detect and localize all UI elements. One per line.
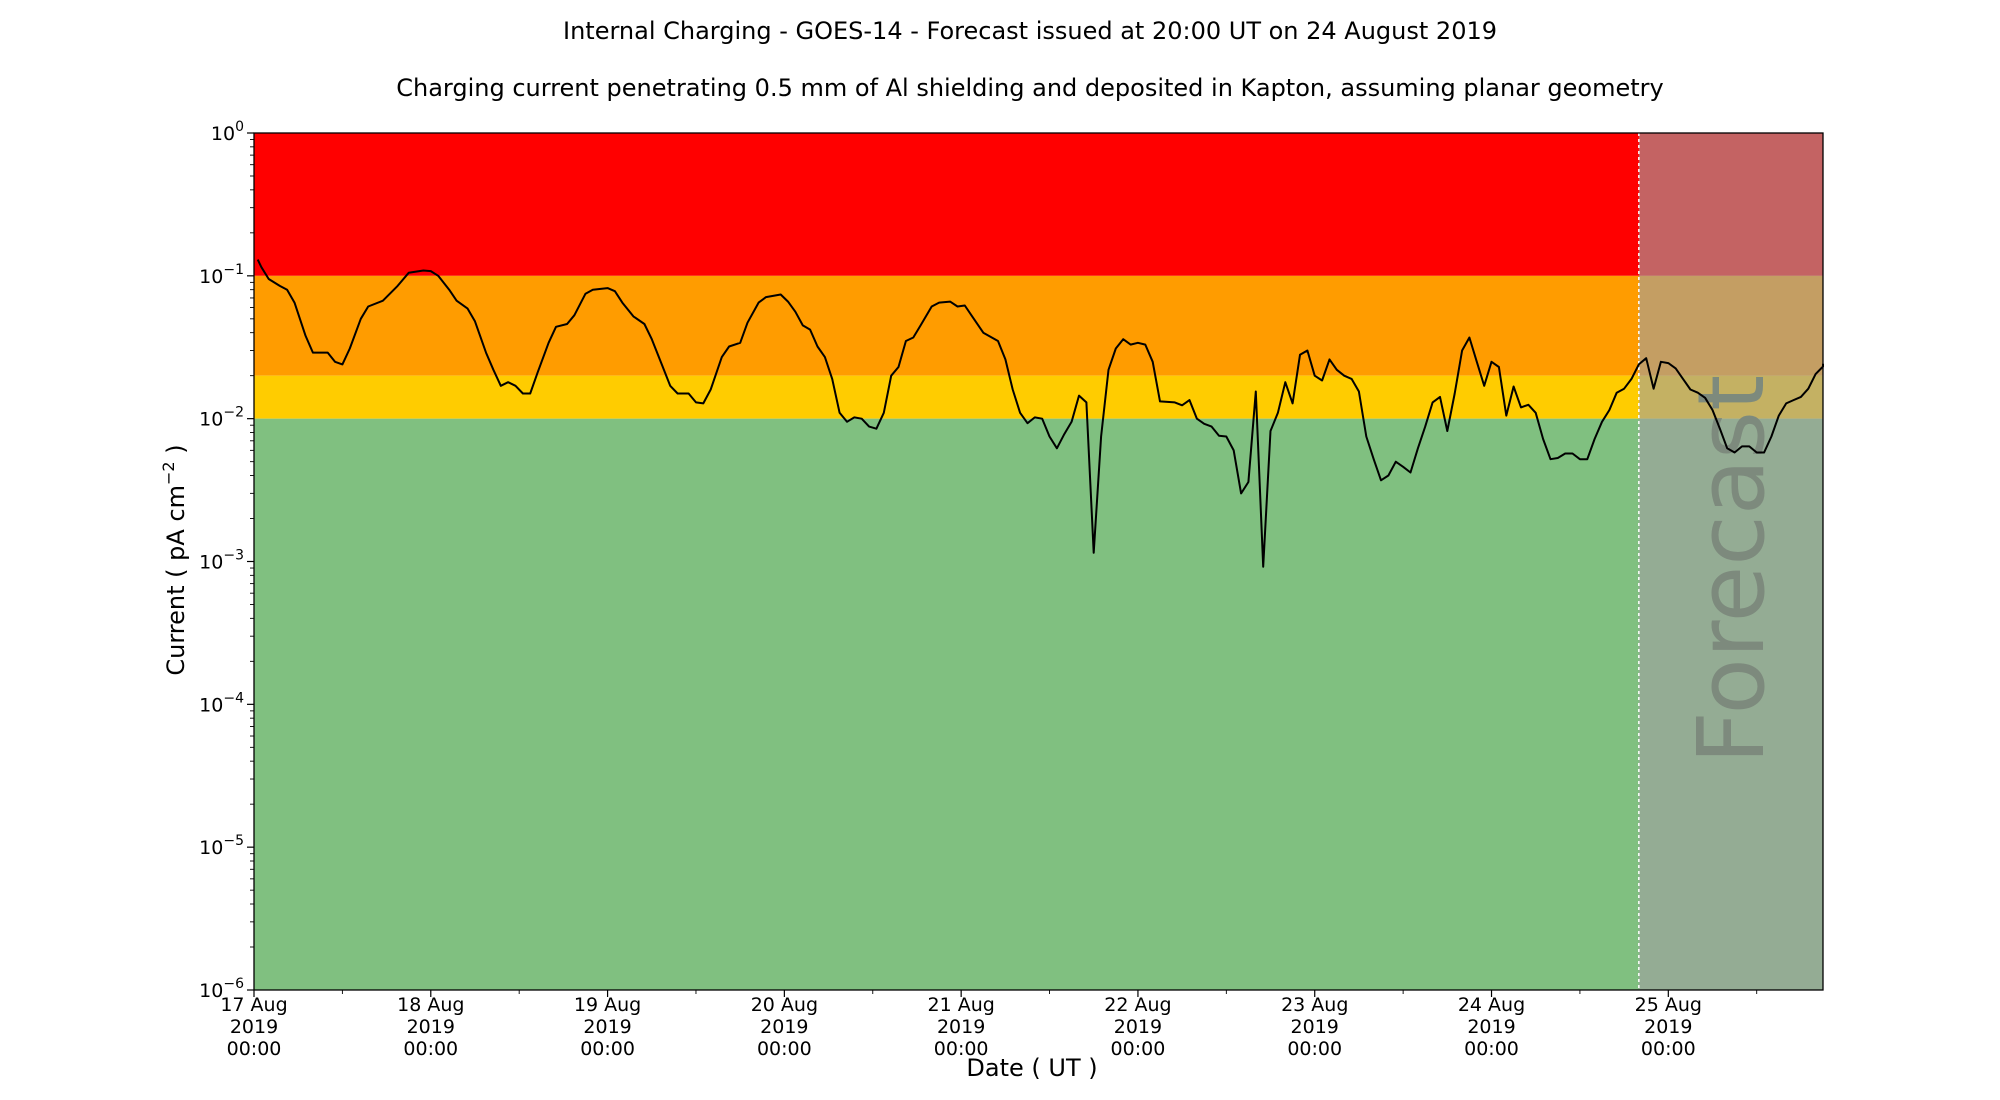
x-tick-label: 2019 <box>1114 1016 1162 1038</box>
x-tick-label: 25 Aug <box>1635 994 1702 1016</box>
forecast-overlay <box>1638 133 1823 990</box>
risk-band-0 <box>254 133 1823 276</box>
x-tick-label: 00:00 <box>1641 1038 1696 1060</box>
chart-subtitle: Charging current penetrating 0.5 mm of A… <box>396 74 1664 102</box>
x-tick-label: 20 Aug <box>751 994 818 1016</box>
x-tick-label: 00:00 <box>757 1038 812 1060</box>
y-axis-label: Current ( pA cm−2 ) <box>159 444 190 675</box>
y-tick-label: 10−1 <box>199 262 244 288</box>
y-tick-label: 10−2 <box>199 405 244 431</box>
x-tick-label: 00:00 <box>1287 1038 1342 1060</box>
y-tick-label: 10−4 <box>199 690 244 716</box>
y-axis-label-main: Current ( pA cm <box>162 485 190 676</box>
y-tick-label: 100 <box>211 119 244 145</box>
risk-bands <box>254 133 1823 991</box>
x-tick-label: 23 Aug <box>1281 994 1348 1016</box>
x-tick-label: 2019 <box>583 1016 631 1038</box>
y-axis-ticks: 10−6 10−5 10−4 10−3 10−2 10−1 100 <box>199 119 254 1002</box>
x-tick-label: 21 Aug <box>927 994 994 1016</box>
x-tick-label: 18 Aug <box>397 994 464 1016</box>
x-tick-label: 2019 <box>230 1016 278 1038</box>
x-tick-label: 2019 <box>1291 1016 1339 1038</box>
current-series-line <box>256 259 1824 568</box>
x-tick-label: 17 Aug <box>220 994 287 1016</box>
x-tick-label: 24 Aug <box>1458 994 1525 1016</box>
risk-band-3 <box>254 418 1823 991</box>
x-tick-label: 00:00 <box>934 1038 989 1060</box>
y-axis-label-close: ) <box>162 444 190 461</box>
risk-band-1 <box>254 275 1823 376</box>
forecast-region: Forecast <box>1638 133 1823 990</box>
x-tick-label: 00:00 <box>227 1038 282 1060</box>
x-tick-label: 2019 <box>1644 1016 1692 1038</box>
x-tick-label: 2019 <box>760 1016 808 1038</box>
y-tick-label: 10−3 <box>199 548 244 574</box>
x-tick-label: 2019 <box>1467 1016 1515 1038</box>
chart-title: Internal Charging - GOES-14 - Forecast i… <box>563 17 1497 45</box>
y-axis-label-exponent: −2 <box>159 461 178 485</box>
x-tick-label: 2019 <box>937 1016 985 1038</box>
x-tick-label: 00:00 <box>403 1038 458 1060</box>
x-tick-label: 22 Aug <box>1104 994 1171 1016</box>
y-tick-label: 10−5 <box>199 833 244 859</box>
y-tick-label: 10−6 <box>199 976 244 1002</box>
x-tick-label: 00:00 <box>1464 1038 1519 1060</box>
x-tick-label: 2019 <box>407 1016 455 1038</box>
x-tick-label: 19 Aug <box>574 994 641 1016</box>
x-tick-label: 00:00 <box>580 1038 635 1060</box>
forecast-label: Forecast <box>1678 375 1785 764</box>
risk-band-2 <box>254 375 1823 419</box>
x-axis-label: Date ( UT ) <box>966 1054 1097 1082</box>
x-tick-label: 00:00 <box>1111 1038 1166 1060</box>
